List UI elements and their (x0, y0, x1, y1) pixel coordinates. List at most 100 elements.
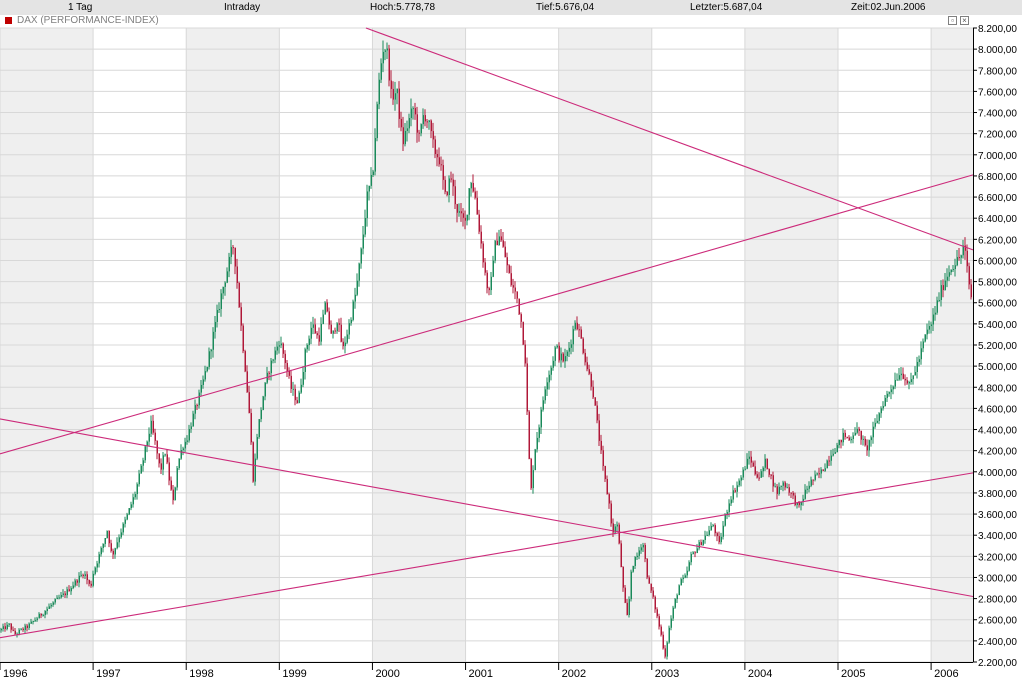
candle-body (862, 438, 864, 440)
candle-body (276, 346, 278, 351)
low-value: Tief:5.676,04 (536, 2, 595, 13)
candle-body (826, 460, 828, 469)
candle-body (230, 247, 232, 257)
candle-body (916, 361, 918, 373)
candle-body (436, 154, 438, 158)
candle-body (136, 484, 138, 495)
close-icon[interactable]: × (960, 16, 969, 25)
candle-body (268, 372, 270, 374)
candle-body (114, 548, 116, 555)
candle-body (430, 120, 432, 132)
candle-body (216, 309, 218, 322)
candle-body (212, 331, 214, 350)
candle-body (728, 503, 730, 513)
candle-body (420, 124, 422, 134)
candle-body (534, 449, 536, 471)
candle-body (84, 574, 86, 576)
y-tick-label: 2.400,00 (978, 637, 1017, 648)
candle-body (962, 245, 964, 256)
x-tick-label: 1996 (3, 668, 27, 680)
candle-body (786, 487, 788, 489)
candle-body (746, 458, 748, 469)
candle-body (470, 183, 472, 189)
candle-body (726, 512, 728, 516)
candle-body (186, 440, 188, 442)
candle-body (46, 608, 48, 611)
y-tick-label: 5.800,00 (978, 278, 1017, 289)
y-tick-label: 3.000,00 (978, 573, 1017, 584)
candle-body (410, 108, 412, 118)
y-tick-label: 3.800,00 (978, 489, 1017, 500)
candle-body (812, 479, 814, 481)
candle-body (106, 530, 108, 538)
candle-body (818, 473, 820, 475)
candle-body (750, 456, 752, 463)
candle-body (540, 409, 542, 428)
candle-body (94, 567, 96, 574)
candle-body (724, 515, 726, 526)
candle-body (510, 273, 512, 286)
candle-body (232, 247, 234, 249)
candle-body (530, 458, 532, 489)
candle-body (42, 614, 44, 616)
candle-body (214, 321, 216, 332)
candle-body (912, 375, 914, 380)
candle-body (680, 579, 682, 586)
candle-body (160, 463, 162, 470)
candle-body (236, 266, 238, 283)
candle-body (564, 356, 566, 362)
candle-body (358, 263, 360, 281)
candle-body (784, 482, 786, 488)
candle-body (686, 570, 688, 576)
candle-body (44, 610, 46, 615)
candle-body (118, 537, 120, 543)
candle-body (864, 438, 866, 446)
candle-body (258, 419, 260, 438)
candle-body (822, 469, 824, 471)
candle-body (946, 276, 948, 281)
candle-body (622, 567, 624, 588)
candle-body (288, 370, 290, 376)
candle-body (104, 537, 106, 544)
candle-body (590, 373, 592, 387)
candle-body (346, 334, 348, 343)
candle-body (610, 503, 612, 524)
candle-body (20, 628, 22, 630)
candle-body (858, 428, 860, 431)
candle-body (890, 389, 892, 393)
candle-body (412, 108, 414, 110)
candle-body (352, 301, 354, 320)
candle-body (190, 426, 192, 430)
candle-body (712, 525, 714, 527)
candle-body (336, 323, 338, 332)
candle-body (596, 405, 598, 421)
candle-body (652, 590, 654, 597)
candle-body (694, 552, 696, 554)
candle-body (844, 432, 846, 437)
candle-body (418, 132, 420, 134)
period-label[interactable]: 1 Tag (68, 2, 93, 13)
candle-body (512, 285, 514, 288)
candle-body (72, 585, 74, 589)
candle-body (516, 291, 518, 299)
candle-body (404, 130, 406, 145)
candle-body (248, 392, 250, 414)
x-tick-label: 1998 (189, 668, 213, 680)
candle-body (162, 455, 164, 470)
candle-body (806, 488, 808, 490)
candle-body (234, 247, 236, 267)
mode-label[interactable]: Intraday (224, 2, 261, 13)
candle-body (334, 330, 336, 332)
candle-body (322, 314, 324, 324)
restore-icon[interactable]: ▫ (948, 16, 957, 25)
candle-body (328, 311, 330, 325)
candle-body (646, 558, 648, 578)
candle-body (366, 191, 368, 219)
candle-body (820, 469, 822, 474)
candle-body (416, 114, 418, 133)
candle-body (586, 362, 588, 370)
candle-body (444, 179, 446, 192)
y-tick-label: 7.000,00 (978, 151, 1017, 162)
candle-body (798, 502, 800, 506)
candle-body (448, 178, 450, 196)
